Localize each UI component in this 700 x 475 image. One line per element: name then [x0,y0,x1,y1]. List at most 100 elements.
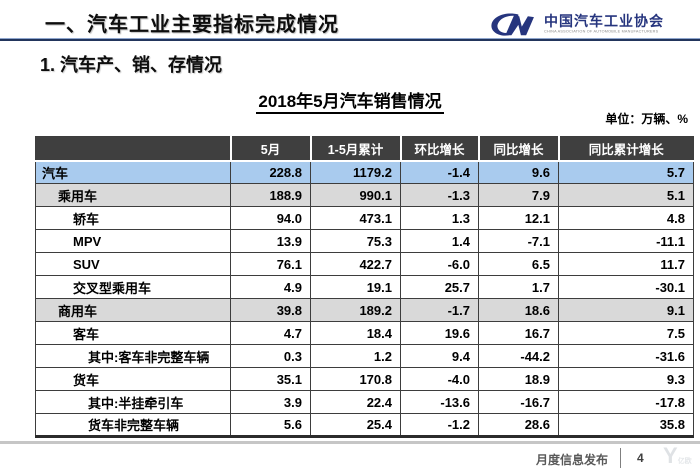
row-label: 轿车 [35,206,231,230]
data-cell: 7.5 [558,321,694,345]
table-row: 商用车 39.8 189.2 -1.7 18.6 9.1 [35,298,694,322]
table-row: 货车非完整车辆 5.6 25.4 -1.2 28.6 35.8 [35,413,694,437]
row-label: 其中:客车非完整车辆 [35,344,231,368]
data-cell: 18.6 [478,298,559,322]
data-cell: -1.7 [400,298,479,322]
table-row: 汽车 228.8 1179.2 -1.4 9.6 5.7 [35,160,694,184]
data-cell: 18.9 [478,367,559,391]
data-cell: 228.8 [230,160,311,184]
data-cell: -44.2 [478,344,559,368]
slide-title: 一、汽车工业主要指标完成情况 [45,14,339,36]
sales-table: 5月 1-5月累计 环比增长 同比增长 同比累计增长 汽车 228.8 1179.2 -1.4… [35,136,694,438]
data-cell: 422.7 [310,252,401,276]
data-cell: -4.0 [400,367,479,391]
table-row: MPV 13.9 75.3 1.4 -7.1 -11.1 [35,229,694,253]
bottom-divider-strip [0,441,700,444]
table-row: 轿车 94.0 473.1 1.3 12.1 4.8 [35,206,694,230]
table-title: 2018年5月汽车销售情况 [0,87,700,114]
section-heading: 1. 汽车产、销、存情况 [40,55,223,75]
footer-divider-line [620,448,621,468]
row-label: 货车 [35,367,231,391]
row-label: 其中:半挂牵引车 [35,390,231,414]
table-header-row: 5月 1-5月累计 环比增长 同比增长 同比累计增长 [35,136,694,162]
data-cell: 12.1 [478,206,559,230]
data-cell: 473.1 [310,206,401,230]
data-cell: 25.7 [400,275,479,299]
table-row: SUV 76.1 422.7 -6.0 6.5 11.7 [35,252,694,276]
data-cell: 39.8 [230,298,311,322]
table-row: 其中:半挂牵引车 3.9 22.4 -13.6 -16.7 -17.8 [35,390,694,414]
caam-logo-icon [491,13,534,36]
data-cell: 5.1 [558,183,694,207]
row-label: 乘用车 [35,183,231,207]
row-label: 货车非完整车辆 [35,413,231,437]
caam-logo: 中国汽车工业协会 CHINA ASSOCIATION OF AUTOMOBILE… [488,9,688,39]
table-title-text: 2018年5月汽车销售情况 [256,92,444,114]
data-cell: -16.7 [478,390,559,414]
data-cell: 189.2 [310,298,401,322]
data-cell: 4.8 [558,206,694,230]
page-number: 4 [637,451,644,465]
data-cell: 18.4 [310,321,401,345]
row-label: 汽车 [35,160,231,184]
data-cell: 5.7 [558,160,694,184]
row-label: SUV [35,252,231,276]
data-cell: 13.9 [230,229,311,253]
row-label: 客车 [35,321,231,345]
table-row: 客车 4.7 18.4 19.6 16.7 7.5 [35,321,694,345]
data-cell: 1.7 [478,275,559,299]
watermark-glyph: Y [663,443,678,468]
data-cell: -11.1 [558,229,694,253]
data-cell: 16.7 [478,321,559,345]
data-cell: 19.1 [310,275,401,299]
column-header: 环比增长 [399,136,479,162]
data-cell: -31.6 [558,344,694,368]
header-divider-line [0,38,700,41]
data-cell: 76.1 [230,252,311,276]
column-header: 5月 [229,136,311,162]
column-header: 同比增长 [477,136,559,162]
table-row: 乘用车 188.9 990.1 -1.3 7.9 5.1 [35,183,694,207]
data-cell: 6.5 [478,252,559,276]
data-cell: 990.1 [310,183,401,207]
watermark-subtext: 亿欧 [677,458,692,465]
data-cell: -7.1 [478,229,559,253]
data-cell: -30.1 [558,275,694,299]
data-cell: 7.9 [478,183,559,207]
data-cell: 9.1 [558,298,694,322]
data-cell: 28.6 [478,413,559,437]
data-cell: 1.4 [400,229,479,253]
row-label-column-header [35,136,231,162]
data-cell: 0.3 [230,344,311,368]
data-cell: 3.9 [230,390,311,414]
table-row: 其中:客车非完整车辆 0.3 1.2 9.4 -44.2 -31.6 [35,344,694,368]
data-cell: 35.1 [230,367,311,391]
data-cell: 1179.2 [310,160,401,184]
row-label: 交叉型乘用车 [35,275,231,299]
data-cell: -17.8 [558,390,694,414]
data-cell: 9.4 [400,344,479,368]
caam-logo-name-en: CHINA ASSOCIATION OF AUTOMOBILE MANUFACT… [544,29,659,34]
footer-label: 月度信息发布 [535,453,608,467]
data-cell: -1.4 [400,160,479,184]
data-cell: 9.6 [478,160,559,184]
data-cell: 11.7 [558,252,694,276]
data-cell: -6.0 [400,252,479,276]
data-cell: 188.9 [230,183,311,207]
data-cell: 25.4 [310,413,401,437]
data-cell: 5.6 [230,413,311,437]
data-cell: -1.3 [400,183,479,207]
row-label: MPV [35,229,231,253]
data-cell: 35.8 [558,413,694,437]
row-label: 商用车 [35,298,231,322]
data-cell: 9.3 [558,367,694,391]
column-header: 1-5月累计 [309,136,401,162]
watermark-logo: Y亿欧 [663,445,692,473]
data-cell: 22.4 [310,390,401,414]
data-cell: -1.2 [400,413,479,437]
data-cell: 170.8 [310,367,401,391]
data-cell: 4.7 [230,321,311,345]
data-cell: 19.6 [400,321,479,345]
data-cell: 4.9 [230,275,311,299]
table-row: 货车 35.1 170.8 -4.0 18.9 9.3 [35,367,694,391]
